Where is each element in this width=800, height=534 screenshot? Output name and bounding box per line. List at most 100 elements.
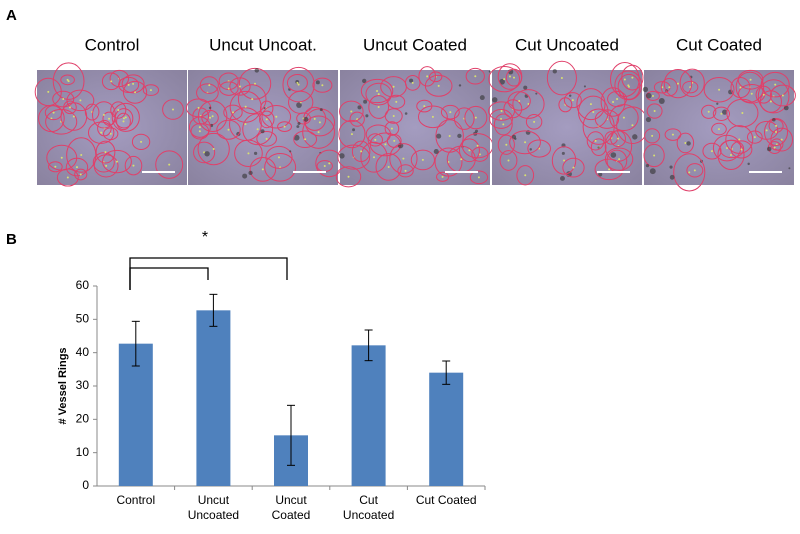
vessel-ring — [256, 131, 277, 147]
ring-center — [256, 128, 259, 131]
ring-center — [627, 85, 630, 88]
vessel-ring — [509, 130, 541, 155]
ring-center — [132, 164, 135, 167]
ring-center — [132, 82, 135, 85]
debris — [248, 170, 253, 175]
y-tick-label: 50 — [76, 312, 90, 326]
ring-center — [533, 120, 536, 123]
vessel-ring — [416, 99, 433, 113]
debris — [339, 153, 345, 159]
ring-center — [781, 94, 784, 97]
vessel-ring — [124, 155, 143, 176]
ring-center — [108, 117, 111, 120]
ring-center — [209, 116, 212, 119]
ring-center — [72, 115, 75, 118]
vessel-ring — [663, 69, 693, 99]
ring-center — [134, 91, 137, 94]
image-title: Uncut Uncoat. — [209, 35, 317, 54]
vessel-ring — [410, 149, 435, 171]
x-tick-label-line: Control — [116, 493, 155, 507]
vessel-ring — [338, 119, 366, 149]
vessel-ring — [614, 70, 643, 101]
vessel-ring — [488, 101, 516, 121]
vessel-ring — [277, 121, 292, 132]
debris — [362, 78, 367, 84]
ring-center — [374, 138, 377, 141]
debris — [319, 108, 323, 112]
ring-center — [460, 158, 463, 161]
ring-center — [503, 78, 506, 81]
debris — [686, 141, 691, 146]
vessel-ring — [436, 171, 450, 182]
ring-center — [560, 77, 563, 80]
debris — [529, 148, 532, 151]
ring-center — [707, 110, 710, 113]
ring-center — [283, 125, 286, 128]
vessel-ring — [644, 128, 661, 144]
debris — [409, 78, 414, 83]
vessel-ring — [74, 168, 88, 181]
ring-center — [149, 89, 152, 92]
vessel-ring — [507, 91, 531, 111]
vessel-ring — [111, 102, 140, 132]
vessel-ring — [384, 121, 400, 136]
vessel-ring — [489, 109, 513, 129]
vessel-ring — [586, 131, 605, 151]
vessel-ring — [703, 77, 735, 103]
vessel-ring — [229, 77, 251, 96]
debris — [642, 86, 649, 93]
vessel-ring — [770, 127, 794, 152]
ring-center — [377, 106, 380, 109]
ring-center — [115, 160, 118, 163]
image-title: Control — [85, 35, 140, 54]
debris — [254, 68, 260, 73]
debris — [569, 94, 572, 97]
ring-center — [437, 84, 440, 87]
bar — [118, 343, 153, 486]
vessel-ring — [367, 133, 383, 147]
ring-center — [563, 159, 566, 162]
bar — [196, 310, 231, 486]
ring-center — [651, 134, 654, 137]
ring-center — [608, 168, 611, 171]
vessel-ring — [464, 105, 488, 130]
ring-center — [66, 176, 69, 179]
ring-center — [730, 153, 733, 156]
vessel-ring — [763, 118, 789, 146]
micrograph — [34, 62, 187, 187]
debris — [645, 117, 652, 123]
ring-center — [211, 115, 214, 118]
vessel-ring — [66, 137, 97, 173]
significance-label: * — [202, 229, 208, 246]
micrograph-bg — [188, 70, 338, 185]
debris — [253, 151, 258, 156]
micrograph — [642, 68, 796, 192]
ring-center — [373, 156, 376, 159]
ring-center — [265, 118, 268, 121]
ring-center — [390, 127, 393, 130]
debris — [297, 121, 301, 125]
ring-center — [313, 117, 316, 120]
debris — [404, 112, 408, 115]
y-axis-label: # Vessel Rings — [57, 347, 69, 424]
vessel-ring — [735, 71, 765, 103]
ring-center — [594, 139, 597, 142]
vessel-ring — [282, 66, 315, 103]
vessel-ring — [368, 95, 390, 119]
ring-center — [631, 124, 634, 127]
ring-center — [502, 123, 505, 126]
vessel-ring — [242, 113, 274, 146]
vessel-ring — [769, 84, 796, 107]
vessel-ring — [617, 73, 641, 100]
vessel-ring — [525, 114, 543, 130]
vessel-ring — [216, 119, 241, 140]
vessel-ring — [162, 99, 184, 120]
x-tick-label-line: Uncut — [198, 493, 230, 507]
ring-center — [387, 165, 390, 168]
ring-center — [395, 100, 398, 103]
vessel-ring — [261, 104, 292, 129]
micrograph — [335, 66, 494, 188]
ring-center — [127, 83, 130, 86]
vessel-ring — [757, 79, 790, 114]
ring-center — [571, 99, 574, 102]
